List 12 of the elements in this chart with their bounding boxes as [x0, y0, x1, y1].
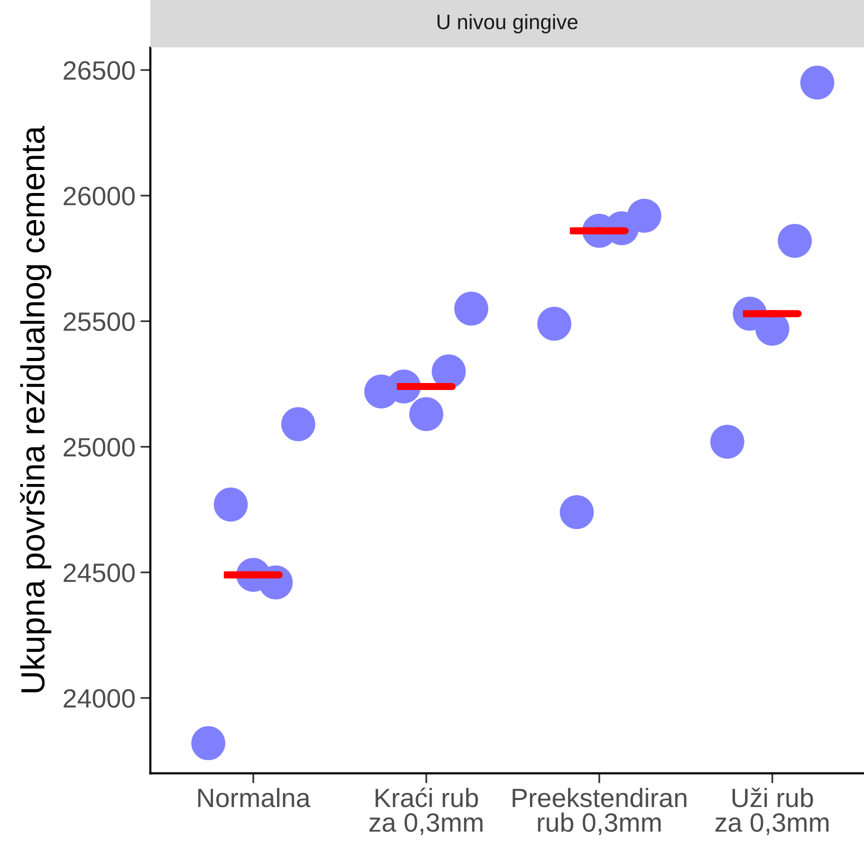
x-tick-label: Normalna — [198, 788, 310, 808]
y-axis-title: Ukupna površina rezidualnog cementa — [20, 126, 52, 692]
y-tick-label: 26500 — [64, 61, 135, 80]
y-tick-label: 25000 — [64, 438, 135, 457]
y-tick-label: 26000 — [64, 186, 135, 206]
y-tick-label: 24000 — [64, 689, 135, 708]
y-tick-label: 25500 — [64, 312, 135, 332]
chart-title: U nivou gingive — [438, 14, 578, 34]
x-tick-label: Uži rub za 0,3mm — [715, 788, 828, 835]
y-tick-label: 24500 — [64, 564, 135, 582]
x-tick-label: Kraći rub za 0,3mm — [369, 788, 482, 835]
x-tick-label: Preekstendiran rub 0,3mm — [512, 788, 686, 835]
